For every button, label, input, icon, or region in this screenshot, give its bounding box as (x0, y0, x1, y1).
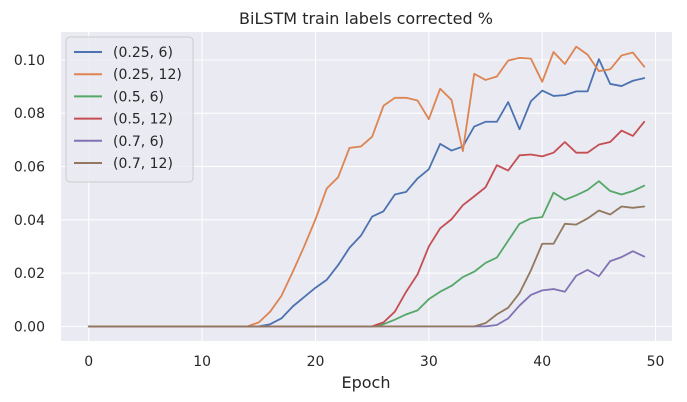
y-tick-label: 0.06 (14, 160, 45, 176)
series-line-5 (87, 205, 646, 328)
x-tick-label: 40 (533, 354, 551, 370)
y-tick-label: 0.08 (14, 106, 45, 122)
x-axis-ticks: 0 10 20 30 40 50 (84, 354, 664, 370)
x-tick-label: 50 (647, 354, 665, 370)
y-tick-label: 0.02 (14, 266, 45, 282)
legend-label-1: (0.25, 12) (113, 67, 182, 83)
x-tick-label: 10 (193, 354, 211, 370)
legend-label-2: (0.5, 6) (113, 89, 164, 105)
x-tick-label: 20 (307, 354, 325, 370)
x-tick-label: 0 (84, 354, 93, 370)
x-axis-label: Epoch (342, 373, 391, 392)
y-tick-label: 0.04 (14, 213, 45, 229)
y-axis-ticks: 0.00 0.02 0.04 0.06 0.08 0.10 (14, 53, 45, 335)
x-tick-label: 30 (420, 354, 438, 370)
y-tick-label: 0.10 (14, 53, 45, 69)
legend-label-5: (0.7, 12) (113, 156, 173, 172)
chart-title: BiLSTM train labels corrected % (239, 9, 493, 28)
y-tick-label: 0.00 (14, 319, 45, 335)
legend-label-0: (0.25, 6) (113, 45, 173, 61)
legend: (0.25, 6) (0.25, 12) (0.5, 6) (0.5, 12) (0.7… (65, 36, 194, 183)
legend-label-3: (0.5, 12) (113, 112, 173, 128)
legend-label-4: (0.7, 6) (113, 134, 164, 150)
series-lines (87, 45, 646, 328)
